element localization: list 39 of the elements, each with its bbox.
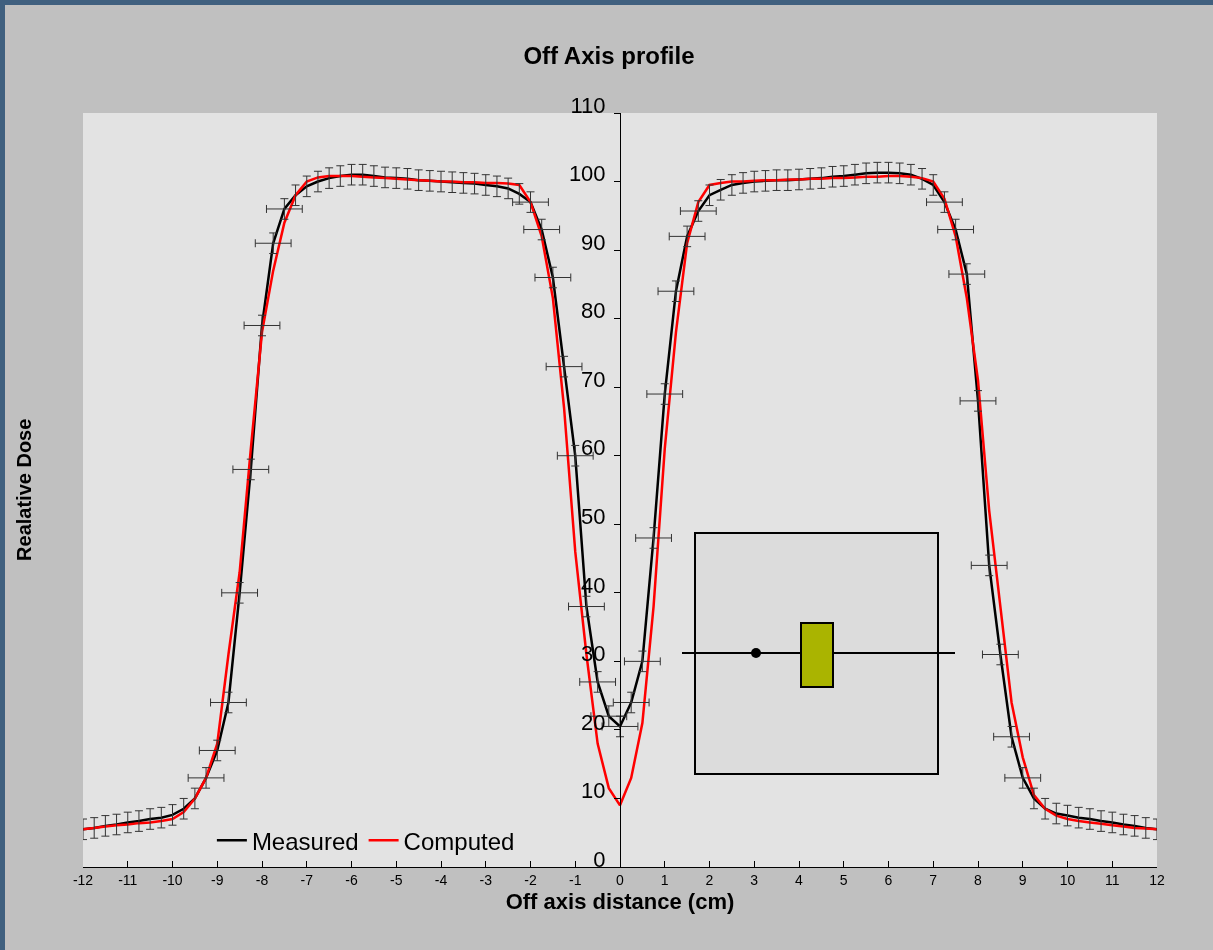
y-tick-label: 70 — [581, 366, 606, 392]
x-tick-label: -7 — [300, 871, 314, 888]
y-tick-label: 100 — [568, 161, 606, 187]
x-tick-label: -5 — [390, 871, 403, 888]
x-tick-label: 0 — [616, 871, 625, 888]
x-tick-label: -11 — [118, 871, 138, 888]
x-tick-label: 10 — [1059, 871, 1076, 888]
x-tick-label: -1 — [569, 871, 582, 888]
x-tick-label: 5 — [839, 871, 848, 888]
x-tick-label: 4 — [795, 871, 804, 888]
x-tick-label: 12 — [1149, 871, 1165, 888]
x-tick-label: 2 — [705, 871, 714, 888]
x-tick-label: 8 — [974, 871, 983, 888]
legend-label: Computed — [403, 827, 515, 855]
y-tick-label: 50 — [581, 503, 606, 529]
y-tick-label: 110 — [570, 92, 606, 118]
x-tick-label: -2 — [524, 871, 537, 888]
y-axis-title: Realative Dose — [12, 418, 35, 561]
y-tick-label: 90 — [581, 229, 606, 255]
x-tick-label: -10 — [162, 871, 183, 888]
x-tick-label: -8 — [255, 871, 269, 888]
x-tick-label: 3 — [750, 871, 759, 888]
legend-label: Measured — [251, 827, 359, 855]
y-tick-label: 80 — [581, 298, 606, 324]
y-tick-label: 0 — [593, 846, 606, 872]
x-tick-label: 7 — [929, 871, 938, 888]
x-tick-label: 9 — [1018, 871, 1027, 888]
y-tick-label: 60 — [581, 435, 606, 461]
x-axis-title: Off axis distance (cm) — [505, 888, 735, 914]
x-tick-label: 6 — [884, 871, 893, 888]
x-tick-label: 1 — [660, 871, 669, 888]
x-tick-label: -9 — [211, 871, 224, 888]
x-tick-label: 11 — [1104, 871, 1120, 888]
x-tick-label: -4 — [434, 871, 448, 888]
y-tick-label: 10 — [581, 778, 606, 804]
x-tick-label: -3 — [479, 871, 493, 888]
x-tick-label: -12 — [72, 871, 94, 888]
x-tick-label: -6 — [345, 871, 358, 888]
chart-title: Off Axis profile — [523, 42, 695, 70]
